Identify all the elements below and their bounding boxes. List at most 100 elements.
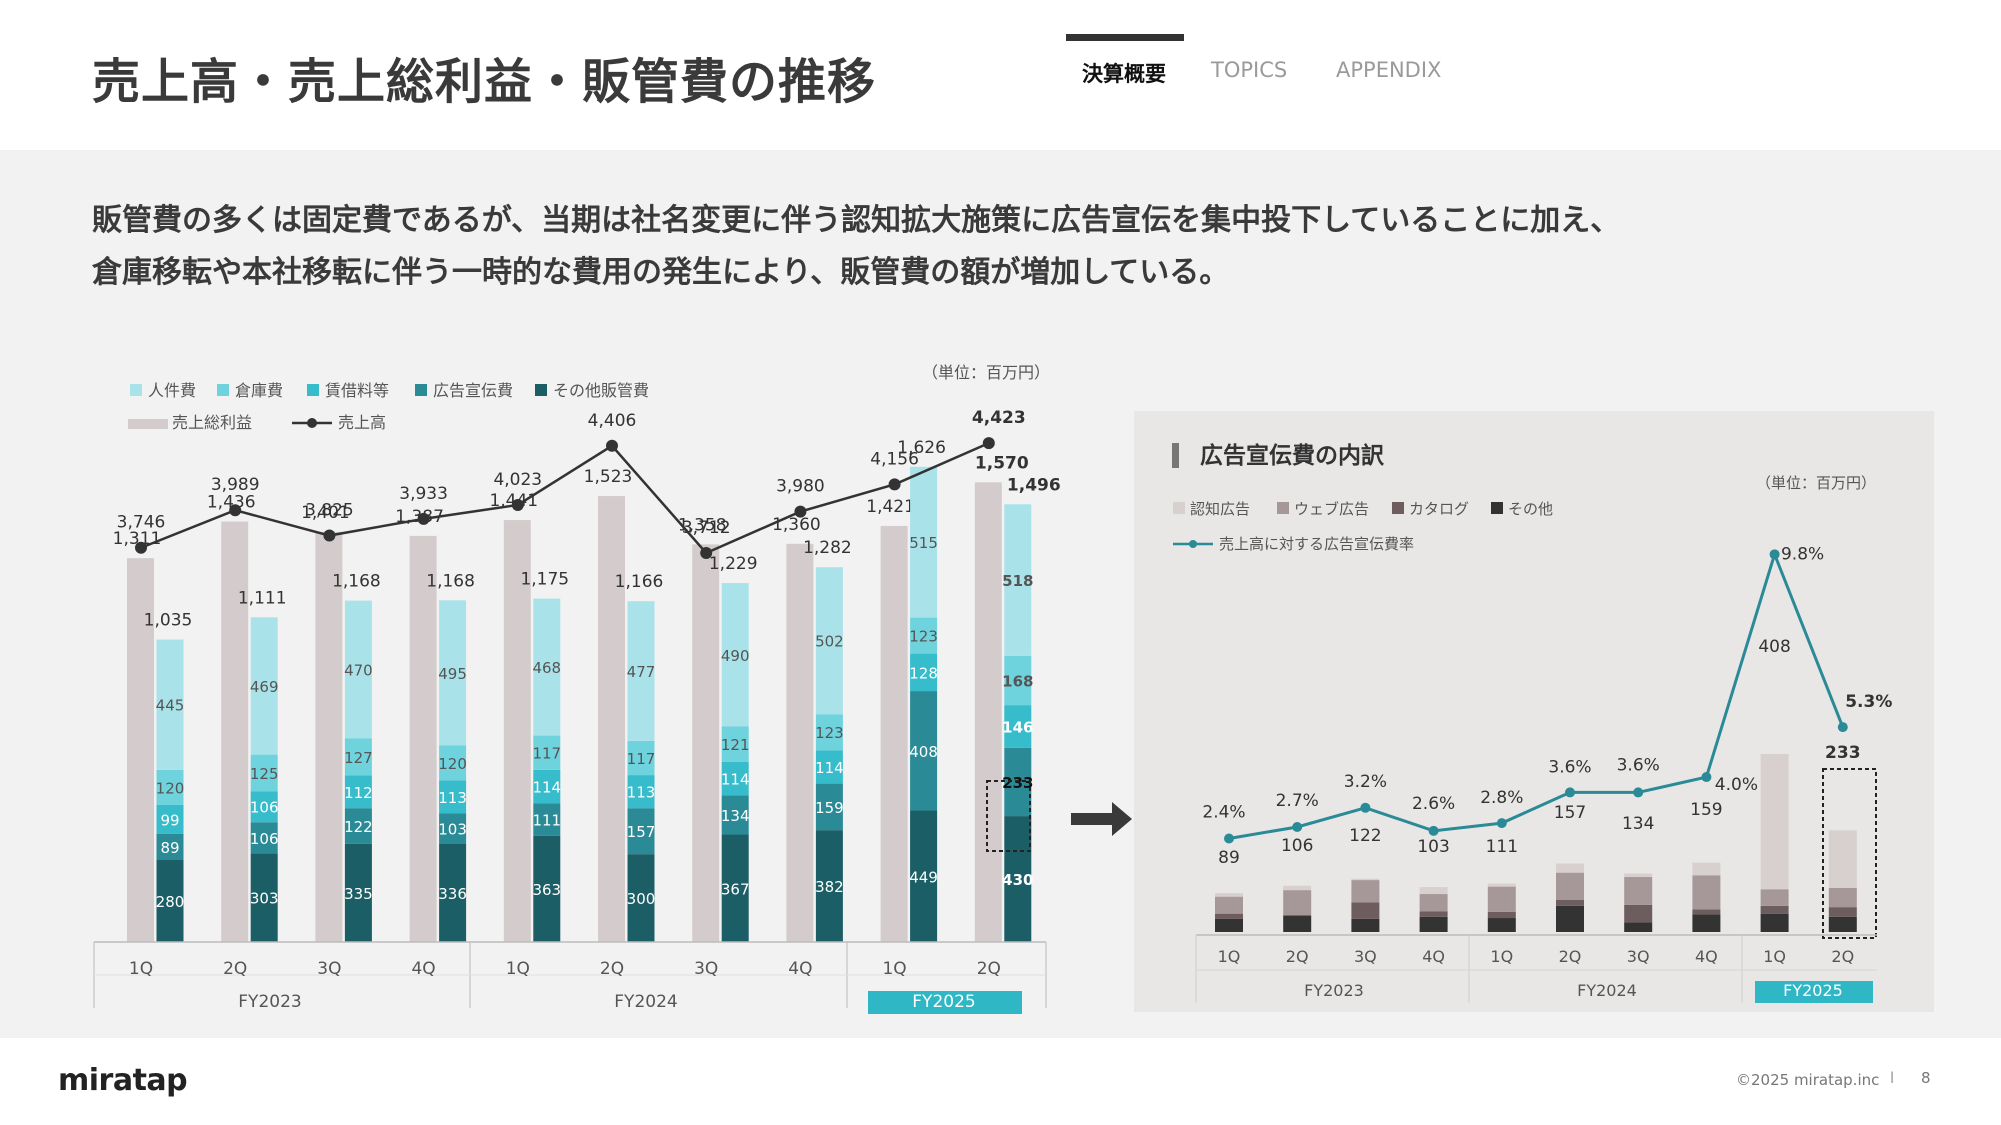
legend-swatch-gross-profit	[128, 419, 168, 429]
sga-bar-1	[344, 808, 372, 844]
ad-total-label: 157	[1554, 803, 1586, 823]
fiscal-year-label: FY2025	[912, 992, 975, 1012]
inset-legend-swatch-0	[1173, 502, 1185, 514]
sga-value-label-0: 430	[1002, 871, 1033, 889]
sales-point	[606, 439, 618, 452]
ad-bar-2	[1487, 886, 1516, 912]
gross-profit-bar	[409, 535, 437, 942]
ratio-point	[1224, 833, 1234, 844]
tab-topics[interactable]: TOPICS	[1211, 58, 1288, 82]
page-number: 8	[1921, 1069, 1931, 1087]
ad-total-label: 233	[1825, 743, 1861, 763]
sga-bar-2	[250, 791, 278, 823]
sales-point	[417, 512, 430, 525]
inset-legend-label-2: カタログ	[1409, 500, 1469, 518]
ad-bar-0	[1692, 914, 1721, 932]
gross-profit-label: 1,421	[866, 497, 915, 517]
sga-value-label-3: 121	[721, 736, 750, 754]
inset-x-tick-label: 2Q	[1831, 947, 1854, 966]
sga-value-label-2: 99	[160, 811, 179, 829]
sga-value-label-0: 382	[815, 878, 844, 896]
inset-x-tick-label: 2Q	[1286, 947, 1309, 966]
lead-line-2: 倉庫移転や本社移転に伴う一時的な費用の発生により、販管費の額が増加している。	[92, 255, 1230, 290]
inset-x-tick-label: 4Q	[1695, 947, 1718, 966]
ratio-label: 9.8%	[1781, 544, 1824, 564]
ad-total-label: 111	[1486, 837, 1518, 857]
inset-legend-swatch-1	[1277, 502, 1289, 514]
ad-bar-0	[1760, 913, 1789, 932]
ad-bar-2	[1624, 877, 1653, 905]
active-tab-indicator	[1066, 34, 1184, 41]
legend-label-2: 賃借料等	[325, 381, 389, 400]
inset-x-tick-label: 1Q	[1218, 947, 1241, 966]
sga-value-label-2: 114	[532, 779, 561, 797]
inset-legend-label-ratio: 売上高に対する広告宣伝費率	[1219, 535, 1414, 553]
sga-value-label-2: 113	[627, 784, 656, 802]
sga-bar-2	[156, 804, 184, 834]
sga-value-label-0: 336	[438, 885, 467, 903]
legend-swatch-3	[415, 384, 427, 396]
ratio-label: 3.6%	[1548, 757, 1591, 777]
ratio-point	[1428, 825, 1439, 836]
sga-bar-1	[250, 822, 278, 854]
inset-legend-label-1: ウェブ広告	[1294, 500, 1369, 518]
sga-value-label-0: 280	[156, 893, 185, 911]
tab-summary[interactable]: 決算概要	[1082, 62, 1166, 86]
ad-bar-1	[1828, 907, 1857, 917]
sga-bar-1	[721, 795, 749, 835]
sga-bar-0	[533, 835, 561, 942]
sga-bar-2	[815, 750, 843, 784]
ad-bar-1	[1419, 911, 1448, 917]
ad-bar-1	[1624, 904, 1653, 923]
sga-bar-0	[250, 853, 278, 942]
x-tick-label: 4Q	[788, 959, 812, 979]
ad-bar-3	[1215, 893, 1243, 897]
sga-total-label: 1,496	[1007, 475, 1061, 495]
ad-bar-2	[1828, 887, 1857, 908]
gross-profit-label: 1,358	[678, 515, 727, 535]
ratio-line	[1228, 549, 1845, 840]
lead-line-1: 販管費の多くは固定費であるが、当期は社名変更に伴う認知拡大施策に広告宣伝を集中投…	[92, 203, 1621, 238]
ad-total-label: 89	[1218, 848, 1240, 868]
page-title: 売上高・売上総利益・販管費の推移	[92, 54, 877, 110]
x-tick-label: 2Q	[600, 959, 624, 979]
sga-value-label-1: 103	[438, 821, 467, 839]
inset-x-tick-label: 3Q	[1354, 947, 1377, 966]
tab-appendix[interactable]: APPENDIX	[1336, 58, 1442, 82]
ratio-label: 3.2%	[1344, 772, 1387, 792]
gross-profit-label: 1,523	[584, 467, 633, 487]
ad-total-label: 134	[1622, 814, 1654, 834]
company-logo: miratap	[58, 1063, 188, 1098]
sga-value-label-4: 445	[156, 697, 185, 715]
ratio-point	[1633, 787, 1644, 798]
sga-value-label-3: 168	[1002, 673, 1033, 691]
sga-bar-2	[627, 775, 655, 809]
ad-bar-3	[1556, 863, 1584, 873]
gross-profit-label: 1,570	[975, 453, 1029, 473]
sga-value-label-0: 335	[344, 885, 373, 903]
x-tick-label: 1Q	[506, 959, 530, 979]
legend-label-0: 人件費	[148, 381, 196, 400]
arrow-right-icon	[1071, 802, 1132, 836]
ad-bar-3	[1624, 873, 1653, 878]
sga-bar-4	[156, 639, 184, 770]
ad-total-label: 106	[1281, 836, 1313, 856]
sga-bar-4	[250, 617, 278, 755]
ratio-point	[1769, 549, 1780, 560]
sga-value-label-1: 159	[815, 799, 844, 817]
sga-value-label-0: 363	[532, 881, 561, 899]
legend-label-gross-profit: 売上総利益	[172, 413, 252, 432]
ad-bar-3	[1760, 753, 1789, 890]
ad-bar-2	[1419, 894, 1448, 912]
ad-bar-3	[1419, 887, 1448, 895]
sga-value-label-1: 106	[250, 830, 279, 848]
sga-value-label-3: 117	[627, 750, 656, 768]
inset-x-tick-label: 1Q	[1490, 947, 1513, 966]
inset-unit-label: （単位：百万円）	[1756, 474, 1876, 492]
sga-bar-2	[344, 775, 372, 809]
sga-value-label-3: 127	[344, 749, 373, 767]
sga-bar-0	[910, 810, 938, 942]
inset-fiscal-year-highlight	[1755, 981, 1873, 1003]
sga-value-label-4: 502	[815, 633, 844, 651]
